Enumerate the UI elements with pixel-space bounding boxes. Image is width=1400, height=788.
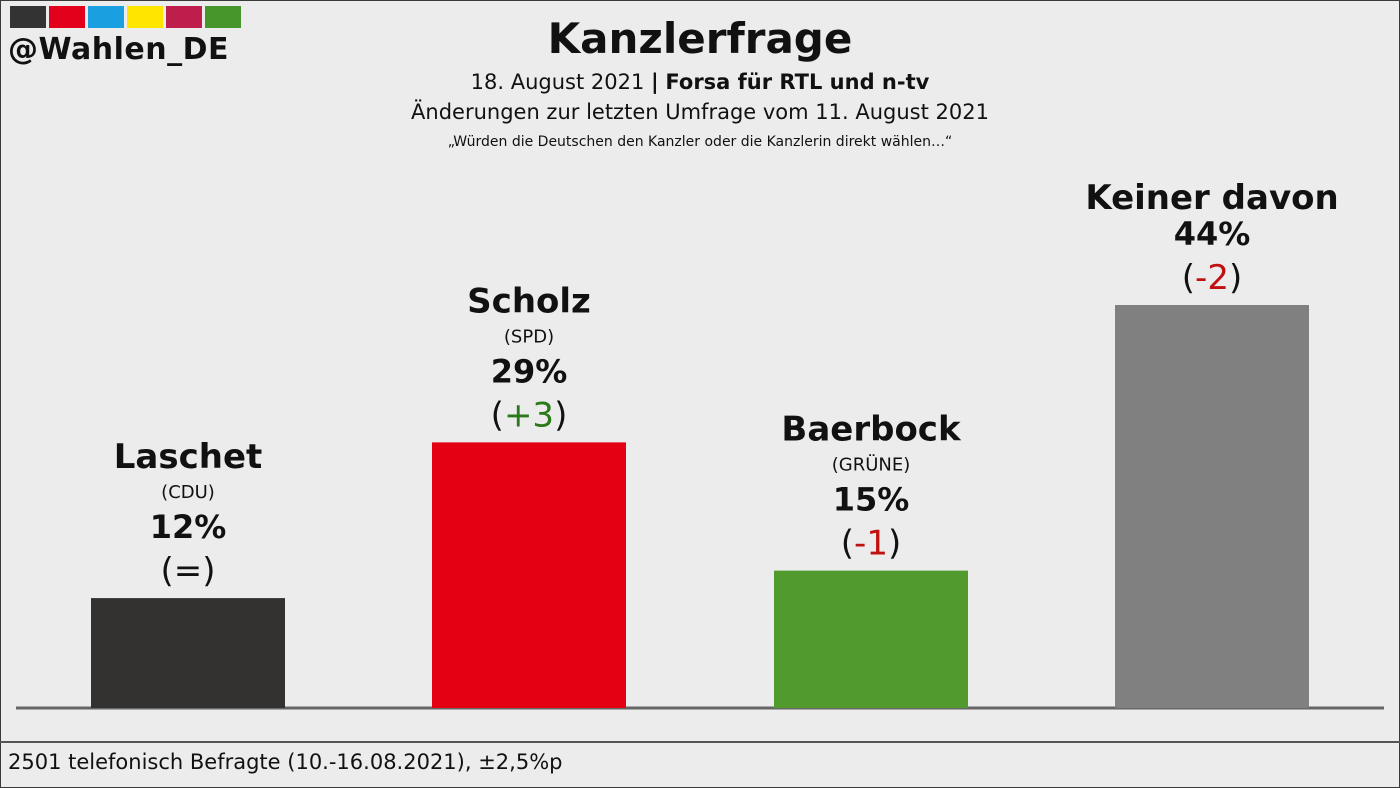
value-label: 44% — [1174, 215, 1251, 253]
value-label: 12% — [150, 508, 227, 546]
party-label: (SPD) — [504, 326, 554, 347]
bar-laschet — [91, 598, 285, 708]
footer-divider — [0, 741, 1400, 743]
poll-date: 18. August 2021 — [470, 70, 645, 94]
logo-swatch — [166, 6, 202, 28]
bar-baerbock — [774, 570, 968, 708]
party-label: (CDU) — [161, 482, 215, 503]
value-label: 15% — [833, 481, 910, 519]
logo-swatch — [10, 6, 46, 28]
logo-swatch — [127, 6, 163, 28]
account-handle: @Wahlen_DE — [8, 32, 230, 67]
poll-source: Forsa für RTL und n-tv — [665, 70, 930, 94]
logo-color-strip — [10, 6, 241, 28]
chart-title: Kanzlerfrage — [547, 14, 853, 63]
change-label: (+3) — [491, 395, 568, 435]
category-label: Baerbock — [781, 410, 962, 450]
party-label: (GRÜNE) — [832, 454, 911, 476]
logo-swatch — [205, 6, 241, 28]
footer-note: 2501 telefonisch Befragte (10.-16.08.202… — [8, 750, 563, 774]
category-label: Keiner davon — [1085, 178, 1338, 218]
change-label: (=) — [160, 551, 215, 591]
subtitle-separator: | — [651, 70, 659, 94]
chart-subtitle: 18. August 2021 | Forsa für RTL und n-tv — [0, 70, 1400, 94]
change-label: (-2) — [1182, 258, 1242, 298]
value-label: 29% — [491, 352, 568, 390]
change-label: (-1) — [841, 524, 901, 564]
poll-question: „Würden die Deutschen den Kanzler oder d… — [447, 134, 953, 150]
logo-swatch — [49, 6, 85, 28]
category-label: Laschet — [114, 437, 263, 477]
bar-scholz — [432, 442, 626, 708]
comparison-note: Änderungen zur letzten Umfrage vom 11. A… — [411, 100, 989, 124]
category-label: Scholz — [467, 281, 591, 321]
logo-swatch — [88, 6, 124, 28]
bar-keiner-davon — [1115, 305, 1309, 708]
